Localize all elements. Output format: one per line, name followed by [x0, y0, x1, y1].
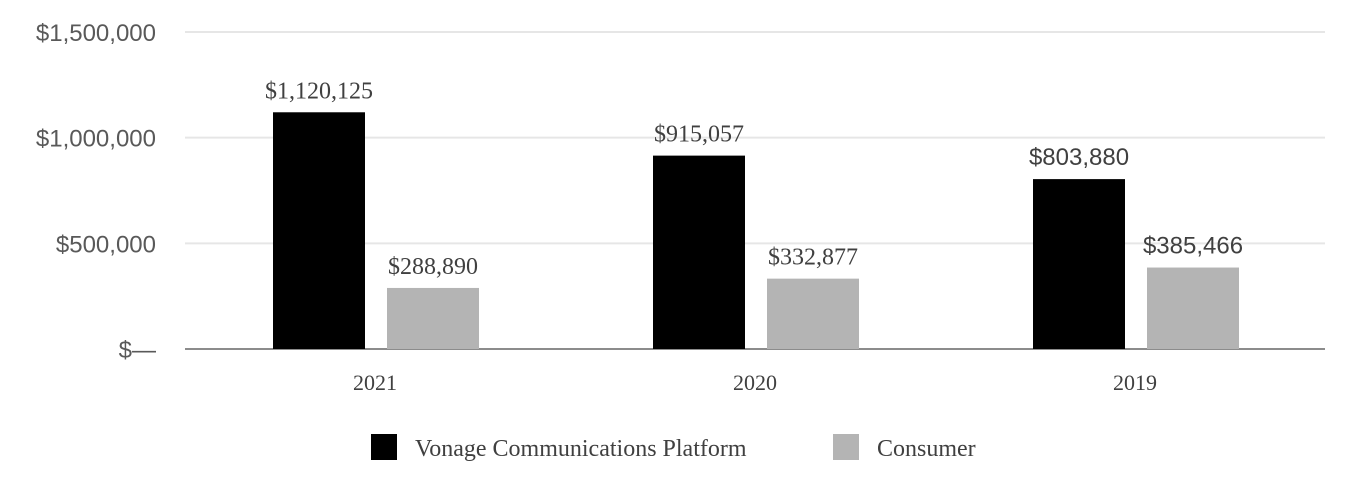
- bar-platform-2019: [1033, 179, 1125, 349]
- x-axis-tick-labels: 2021 2020 2019: [353, 370, 1157, 395]
- legend: Vonage Communications Platform Consumer: [371, 434, 976, 462]
- data-label: $1,120,125: [265, 78, 373, 104]
- data-label: $803,880: [1029, 144, 1129, 171]
- bar-platform-2021: [273, 112, 365, 350]
- gridlines: [185, 31, 1325, 350]
- bar-consumer-2020: [767, 278, 859, 349]
- data-label: $288,890: [388, 254, 478, 280]
- data-label: $915,057: [654, 122, 744, 148]
- legend-item-platform: Vonage Communications Platform: [371, 434, 747, 462]
- x-tick-label: 2021: [353, 370, 397, 395]
- data-label: $332,877: [768, 245, 858, 271]
- y-tick-label: $1,000,000: [36, 126, 156, 153]
- y-axis-tick-labels: $— $500,000 $1,000,000 $1,500,000: [36, 20, 156, 364]
- legend-label: Vonage Communications Platform: [415, 436, 747, 462]
- bars: [273, 112, 1239, 350]
- bar-consumer-2019: [1147, 267, 1239, 349]
- data-label: $385,466: [1143, 233, 1243, 260]
- y-tick-label: $500,000: [56, 231, 156, 258]
- legend-swatch: [833, 434, 859, 460]
- legend-label: Consumer: [877, 436, 976, 462]
- bar-platform-2020: [653, 155, 745, 349]
- legend-item-consumer: Consumer: [833, 434, 976, 462]
- x-tick-label: 2020: [733, 370, 777, 395]
- x-tick-label: 2019: [1113, 370, 1157, 395]
- y-tick-label: $1,500,000: [36, 20, 156, 47]
- bar-consumer-2021: [387, 287, 479, 349]
- legend-swatch: [371, 434, 397, 460]
- data-labels: $1,120,125 $288,890 $915,057 $332,877 $803,8…: [265, 78, 1243, 280]
- y-tick-label: $—: [119, 337, 156, 364]
